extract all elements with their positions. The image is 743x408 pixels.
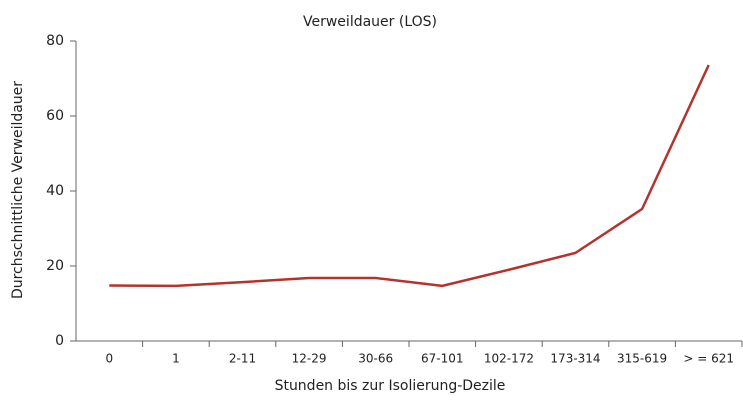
- y-tick-label: 40: [46, 183, 64, 199]
- x-tick-label: 67-101: [421, 352, 464, 366]
- x-tick-label: 2-11: [229, 352, 256, 366]
- y-axis-label: Durchschnittliche Verweildauer: [10, 81, 26, 299]
- y-tick-label: 20: [46, 258, 64, 274]
- x-axis-label: Stunden bis zur Isolierung-Dezile: [275, 378, 506, 394]
- y-tick-label: 80: [46, 33, 64, 49]
- x-tick-label: 12-29: [292, 352, 327, 366]
- x-tick-label: 173-314: [550, 352, 600, 366]
- x-tick-label: 102-172: [484, 352, 534, 366]
- x-tick-label: > = 621: [683, 352, 734, 366]
- x-tick-label: 315-619: [617, 352, 667, 366]
- x-tick-label: 30-66: [358, 352, 393, 366]
- y-tick-label: 0: [55, 333, 64, 349]
- y-tick-label: 60: [46, 108, 64, 124]
- chart-title: Verweildauer (LOS): [303, 14, 437, 30]
- data-line: [109, 64, 710, 288]
- x-tick-label: 0: [105, 352, 113, 366]
- x-tick-label: 1: [172, 352, 180, 366]
